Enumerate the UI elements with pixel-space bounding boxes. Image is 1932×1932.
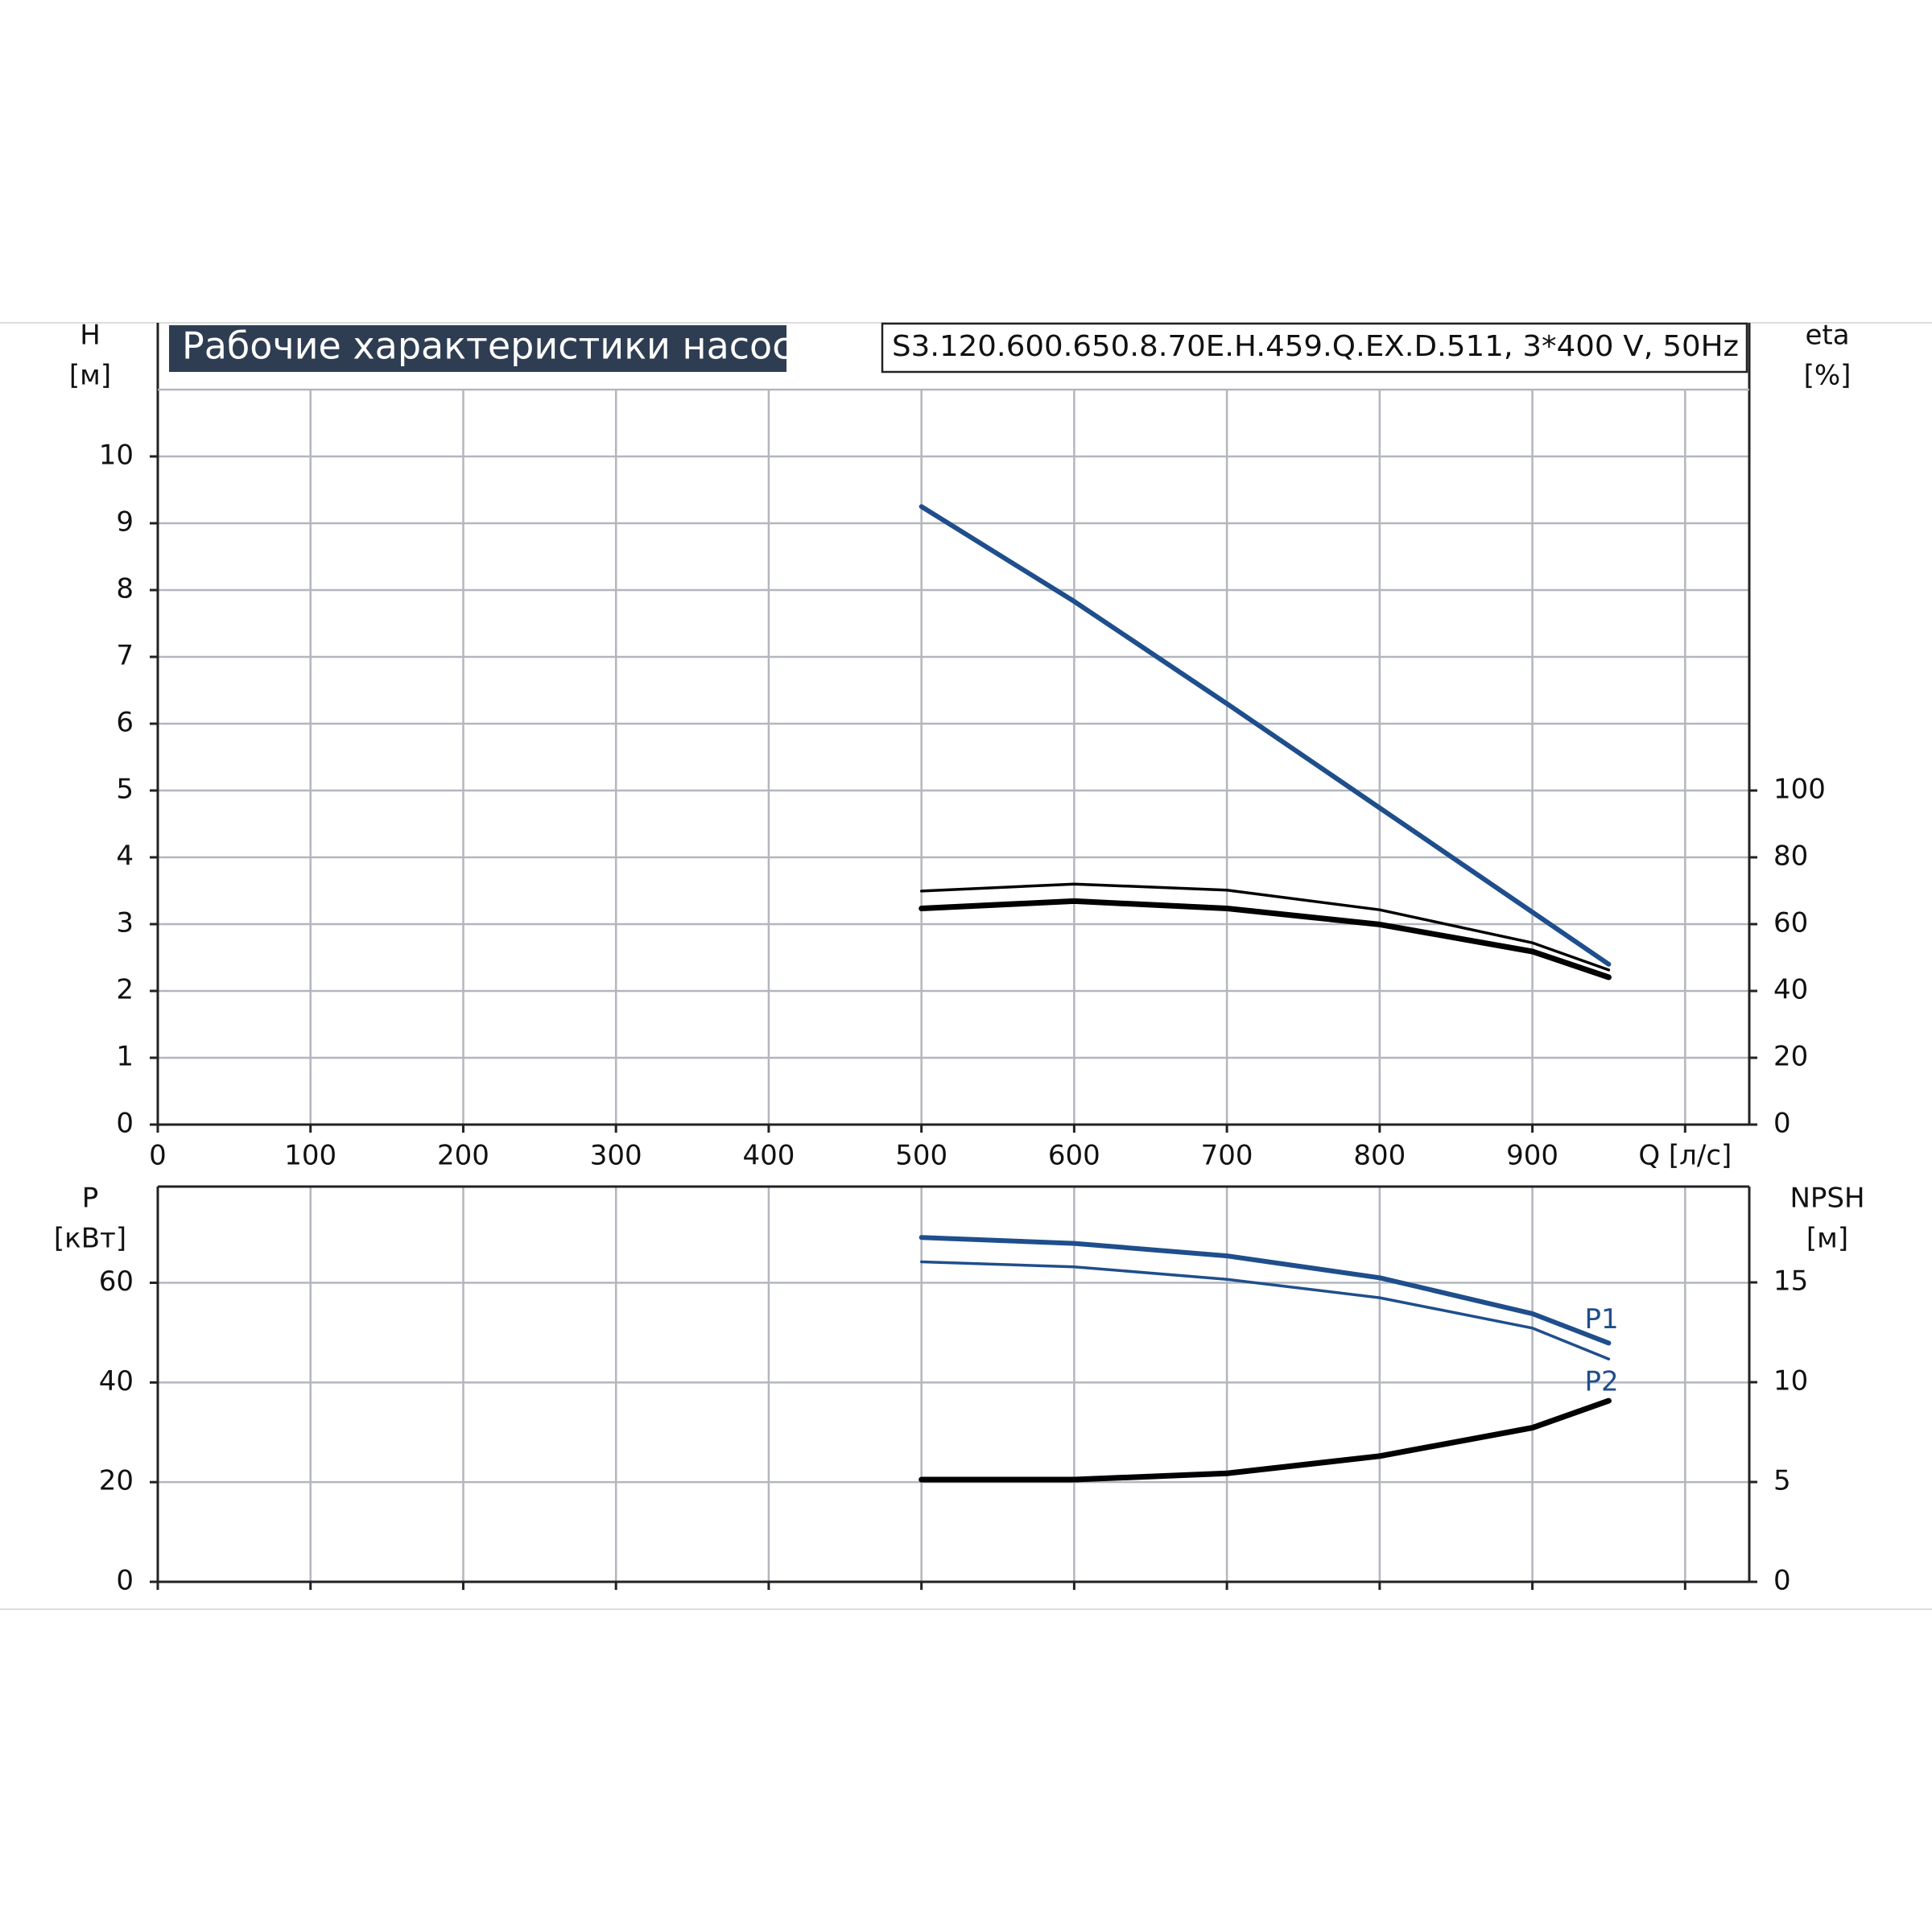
x-tick-label: 800 [1353,1140,1406,1172]
y2-axis-label: [м] [1806,1223,1848,1255]
y-tick-label: 40 [99,1365,134,1397]
x-tick-label: 900 [1506,1140,1558,1172]
y-tick-label: 2 [116,974,134,1006]
y-tick-label: 9 [116,506,134,539]
x-tick-label: 600 [1048,1140,1100,1172]
y2-tick-label: 100 [1773,774,1826,806]
y2-tick-label: 80 [1773,840,1808,873]
y-axis-label: P [82,1183,99,1215]
title-box [169,325,786,372]
y2-axis-label: eta [1805,320,1849,352]
y-tick-label: 3 [116,907,134,939]
y-tick-label: 0 [116,1108,134,1140]
series-line [919,504,1612,967]
x-tick-label: 0 [149,1140,167,1172]
x-tick-label: Q [л/с] [1638,1140,1732,1172]
y2-tick-label: 0 [1773,1108,1791,1140]
series-line [919,898,1612,980]
x-tick-label: 300 [590,1140,642,1172]
y2-tick-label: 15 [1773,1265,1808,1298]
y2-tick-label: 0 [1773,1565,1791,1597]
y-tick-label: 20 [99,1465,134,1497]
y-tick-label: 10 [99,440,134,472]
series-line [919,1397,1612,1483]
series-line [919,1235,1612,1346]
x-tick-label: 400 [742,1140,795,1172]
y-tick-label: 60 [99,1265,134,1298]
x-tick-label: 200 [437,1140,489,1172]
y2-tick-label: 20 [1773,1041,1808,1073]
y2-axis-label: [%] [1804,360,1852,392]
y-tick-label: 1 [116,1041,134,1073]
y-tick-label: 0 [116,1565,134,1597]
series-label: P1 [1584,1303,1618,1335]
subtitle-box [881,322,1748,374]
series-label: P2 [1584,1366,1618,1398]
y2-tick-label: 40 [1773,974,1808,1006]
y-axis-label: H [80,320,101,352]
chart-subtitle: S3.120.600.650.8.70E.H.459.Q.EX.D.511, 3… [892,330,1739,363]
y-tick-label: 7 [116,640,134,672]
y-axis-label: [кВт] [54,1223,126,1255]
y-tick-label: 8 [116,573,134,605]
y-tick-label: 6 [116,707,134,739]
x-tick-label: 700 [1201,1140,1253,1172]
y2-tick-label: 10 [1773,1365,1808,1397]
y-axis-label: [м] [69,360,111,392]
x-tick-label: 100 [284,1140,336,1172]
y2-tick-label: 60 [1773,907,1808,939]
x-tick-label: 500 [895,1140,947,1172]
y2-axis-label: NPSH [1790,1183,1864,1215]
series-line [919,882,1611,972]
y-tick-label: 4 [116,840,134,873]
chart-title: Рабочие характеристики насоса [182,324,815,368]
series-line [919,1260,1611,1360]
y2-tick-label: 5 [1773,1465,1791,1497]
y-tick-label: 5 [116,774,134,806]
